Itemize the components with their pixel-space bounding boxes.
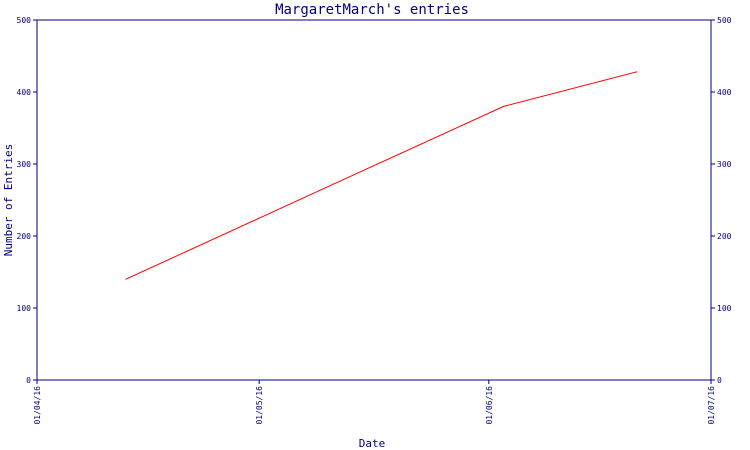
series-lines [125,71,638,280]
y-right-tick-label: 300 [717,160,732,169]
y-tick-label: 200 [17,232,32,241]
x-tick-label: 01/07/16 [707,386,716,425]
y-right-tick-label: 200 [717,232,732,241]
y-tick-label: 400 [17,88,32,97]
y-right-tick-label: 500 [717,16,732,25]
y-axis-label: Number of Entries [2,144,15,257]
y-tick-label: 300 [17,160,32,169]
y-tick-label: 500 [17,16,32,25]
y-tick-label: 0 [26,376,31,385]
data-point [503,105,505,107]
x-tick-label: 01/04/16 [33,386,42,425]
chart-title: MargaretMarch's entries [275,2,469,18]
y-right-tick-label: 100 [717,304,732,313]
y-right-tick-label: 0 [717,376,722,385]
series-line [125,71,638,280]
data-point [332,183,334,185]
data-point [125,278,127,280]
x-tick-label: 01/05/16 [255,386,264,425]
y-tick-label: 100 [17,304,32,313]
x-axis-label: Date [359,437,386,450]
x-axis: 01/04/16 01/05/16 01/06/16 01/07/16 [33,380,716,425]
data-point [636,71,638,73]
left-y-axis: 0 100 200 300 400 500 [17,16,37,385]
plot-area-frame [36,19,712,381]
y-right-tick-label: 400 [717,88,732,97]
x-tick-label: 01/06/16 [485,386,494,425]
right-y-axis: 0 100 200 300 400 500 [711,16,732,385]
